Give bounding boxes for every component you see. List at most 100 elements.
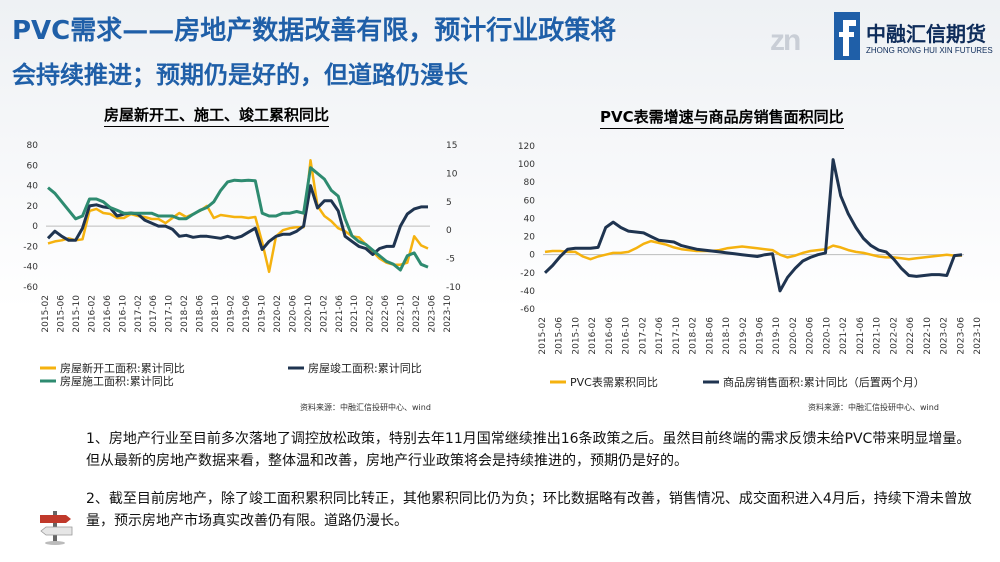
y-tick-label: 80 [524,178,536,188]
legend-label-1: 房屋新开工面积:累计同比 [60,361,185,375]
x-tick-label: 2019-02 [227,295,237,333]
y-tick-label: -40 [520,287,535,297]
x-tick-label: 2020-02 [789,317,799,355]
y-right-tick-label: 5 [446,198,452,208]
x-tick-label: 2020-06 [806,317,816,355]
legend-label-2: 房屋竣工面积:累计同比 [308,361,422,375]
x-tick-label: 2019-10 [257,295,267,333]
y-right-tick-label: 10 [446,169,458,179]
x-tick-label: 2023-06 [428,295,438,333]
x-tick-label: 2023-06 [956,317,966,355]
x-tick-label: 2016-10 [622,317,632,355]
left-chart-title: 房屋新开工、施工、竣工累积同比 [104,106,330,127]
logo-mark: zn [770,24,801,57]
x-tick-label: 2016-02 [87,295,97,333]
series-line-2 [543,158,963,293]
company-logo: zn 中融汇信期货 ZHONG RONG HUI XIN FUTURES [770,10,995,65]
x-tick-label: 2018-10 [211,295,221,333]
x-tick-label: 2019-06 [242,295,252,333]
logo-f-icon [834,12,860,60]
series-line-3 [47,166,429,272]
x-tick-label: 2020-10 [304,295,314,333]
x-tick-label: 2015-06 [555,317,565,355]
x-tick-label: 2021-02 [319,295,329,333]
x-tick-label: 2022-10 [397,295,407,333]
x-tick-label: 2022-02 [889,317,899,355]
y-tick-label: -60 [520,305,535,315]
y-tick-label: 60 [524,196,536,206]
logo-chinese-name: 中融汇信期货 [866,22,986,46]
x-tick-label: 2021-10 [350,295,360,333]
legend-label-2: 商品房销售面积:累计同比（后置两个月） [723,375,925,389]
y-right-tick-label: 15 [446,141,457,151]
y-tick-label: -60 [23,283,38,293]
x-tick-label: 2018-06 [196,295,206,333]
right-chart-title: PVC表需增速与商品房销售面积同比 [600,108,844,129]
x-tick-label: 2017-02 [134,295,144,333]
y-right-tick-label: -5 [446,255,455,265]
y-tick-label: 100 [518,160,535,170]
right-chart-source: 资料来源：中融汇信投研中心、wind [808,403,939,412]
x-tick-label: 2021-06 [856,317,866,355]
legend-label-1: PVC表需累积同比 [570,375,658,389]
x-tick-label: 2020-06 [288,295,298,333]
x-tick-label: 2019-06 [756,317,766,355]
y-tick-label: 60 [27,161,39,171]
x-tick-label: 2022-06 [906,317,916,355]
x-tick-label: 2015-02 [538,317,548,355]
x-tick-label: 2023-02 [412,295,422,333]
y-tick-label: -40 [23,263,38,273]
y-tick-label: 40 [27,182,39,192]
x-tick-label: 2016-06 [103,295,113,333]
x-tick-label: 2021-02 [839,317,849,355]
y-tick-label: -20 [520,269,535,279]
x-tick-label: 2020-02 [273,295,283,333]
x-tick-label: 2020-10 [822,317,832,355]
x-tick-label: 2023-02 [940,317,950,355]
y-tick-label: 0 [32,222,38,232]
x-tick-label: 2021-06 [335,295,345,333]
x-tick-label: 2017-06 [149,295,159,333]
legend-label-3: 房屋施工面积:累计同比 [60,375,174,388]
left-chart-source: 资料来源：中融汇信投研中心、wind [300,403,431,412]
x-tick-label: 2017-06 [655,317,665,355]
page-title-line-1: PVC需求——房地产数据改善有限，预计行业政策将 [12,16,617,46]
x-tick-label: 2016-10 [118,295,128,333]
x-tick-label: 2015-10 [571,317,581,355]
x-tick-label: 2022-02 [366,295,376,333]
x-tick-label: 2017-10 [672,317,682,355]
x-tick-label: 2023-10 [443,295,453,333]
x-tick-label: 2017-02 [638,317,648,355]
x-tick-label: 2017-10 [165,295,175,333]
y-tick-label: 20 [524,233,536,243]
x-tick-label: 2019-10 [772,317,782,355]
signpost-icon [40,511,73,545]
logo-english-name: ZHONG RONG HUI XIN FUTURES [866,46,993,55]
x-tick-label: 2023-10 [973,317,983,355]
x-tick-label: 2016-06 [605,317,615,355]
y-right-tick-label: -10 [446,283,461,293]
y-tick-label: 0 [529,251,535,261]
y-tick-label: 80 [27,141,39,151]
x-tick-label: 2022-06 [381,295,391,333]
x-tick-label: 2021-10 [873,317,883,355]
x-tick-label: 2018-10 [722,317,732,355]
y-tick-label: 40 [524,214,536,224]
x-tick-label: 2018-06 [705,317,715,355]
y-tick-label: 120 [518,142,535,152]
page-title-line-2: 会持续推进；预期仍是好的，但道路仍漫长 [12,61,468,89]
y-tick-label: 20 [27,202,39,212]
x-tick-label: 2018-02 [180,295,190,333]
y-tick-label: -20 [23,242,38,252]
x-tick-label: 2016-02 [588,317,598,355]
x-tick-label: 2015-06 [56,295,66,333]
x-tick-label: 2018-02 [689,317,699,355]
x-tick-label: 2022-10 [923,317,933,355]
x-tick-label: 2019-02 [739,317,749,355]
y-right-tick-label: 0 [446,226,452,236]
x-tick-label: 2015-10 [72,295,82,333]
paragraph-1: 1、房地产行业至目前多次落地了调控放松政策，特别去年11月国常继续推出16条政策… [86,431,971,469]
